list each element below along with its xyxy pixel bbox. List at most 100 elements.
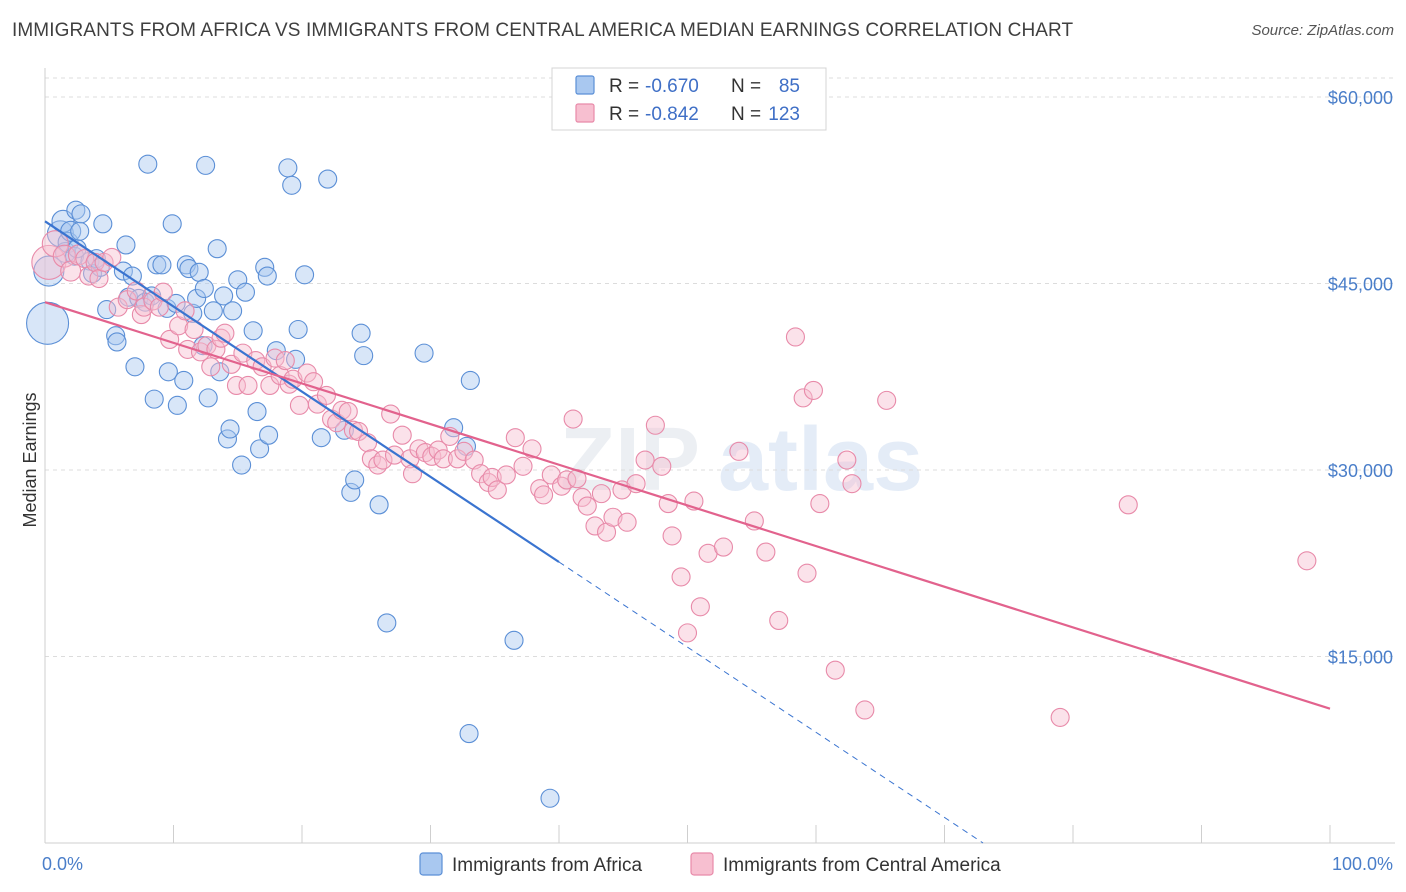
point-africa-70	[318, 169, 338, 189]
point-africa-57	[243, 321, 263, 341]
point-africa-44	[194, 278, 214, 299]
point-africa-45	[196, 155, 216, 175]
point-central-america-73	[482, 467, 502, 488]
point-africa-68	[295, 265, 315, 285]
series-legend-label-africa[interactable]: Immigrants from Africa	[452, 855, 642, 876]
point-central-america-103	[690, 597, 710, 617]
point-africa-33	[158, 362, 178, 382]
point-africa-62	[259, 425, 279, 445]
point-africa-21	[116, 235, 136, 255]
point-africa-18	[106, 326, 126, 346]
point-central-america-119	[877, 390, 897, 410]
point-central-america-91	[603, 507, 623, 527]
point-central-america-95	[635, 450, 655, 470]
point-central-america-93	[617, 512, 637, 532]
point-central-america-78	[522, 439, 542, 459]
point-central-america-108	[756, 542, 776, 562]
point-africa-64	[278, 158, 298, 178]
point-central-america-98	[658, 494, 678, 514]
point-africa-83	[540, 788, 560, 808]
point-central-america-10	[102, 247, 122, 267]
point-africa-34	[162, 214, 182, 234]
point-central-america-61	[402, 464, 423, 484]
trend-line-central-america	[44, 301, 1331, 710]
point-central-america-96	[645, 415, 665, 435]
point-central-america-99	[662, 526, 682, 546]
legend-swatch-central-america	[575, 103, 595, 123]
point-africa-46	[198, 388, 218, 408]
point-africa-10	[66, 200, 86, 220]
legend-n-value-central-america: 123	[768, 104, 800, 125]
point-africa-67	[288, 319, 308, 340]
chart-source: Source: ZipAtlas.com	[1251, 22, 1394, 39]
point-central-america-68	[447, 449, 468, 469]
series-legend-swatch-africa[interactable]	[419, 852, 443, 876]
point-africa-73	[345, 470, 365, 490]
series-legend-label-central-america[interactable]: Immigrants from Central America	[723, 855, 1001, 876]
axes	[44, 68, 1395, 844]
point-africa-23	[122, 266, 142, 286]
point-central-america-75	[496, 465, 516, 485]
point-central-america-105	[713, 537, 734, 557]
series-legend-swatch-central-america[interactable]	[690, 852, 714, 876]
y-tick-label-0: $15,000	[1328, 648, 1393, 668]
point-central-america-1	[41, 230, 69, 258]
trend-line-africa	[44, 220, 560, 563]
point-africa-56	[235, 282, 256, 302]
point-central-america-66	[433, 449, 453, 469]
y-tick-label-1: $30,000	[1328, 461, 1393, 481]
legend-r-label-africa: R =	[609, 76, 639, 97]
point-central-america-87	[577, 496, 597, 516]
point-africa-30	[147, 255, 167, 275]
point-central-america-14	[131, 305, 151, 325]
point-africa-17	[97, 300, 117, 320]
point-africa-69	[311, 428, 331, 448]
point-central-america-36	[260, 375, 280, 396]
point-africa-37	[174, 370, 194, 391]
series-africa	[26, 154, 560, 808]
point-central-america-89	[591, 484, 611, 504]
point-central-america-113	[803, 380, 823, 400]
point-central-america-122	[1297, 551, 1317, 571]
point-africa-47	[203, 301, 223, 321]
point-central-america-26	[201, 357, 221, 377]
point-africa-81	[459, 724, 479, 744]
point-africa-80	[460, 370, 480, 391]
point-central-america-31	[226, 375, 247, 396]
point-central-america-33	[238, 375, 258, 396]
series-legend: Immigrants from Africa Immigrants from C…	[419, 852, 1001, 876]
point-africa-77	[377, 613, 397, 633]
point-central-america-59	[392, 425, 412, 445]
point-central-america-115	[837, 450, 857, 470]
point-africa-36	[167, 395, 187, 415]
point-africa-28	[138, 154, 158, 174]
point-central-america-121	[1118, 495, 1138, 515]
trend-line-extension-africa	[558, 561, 984, 844]
point-central-america-120	[1050, 707, 1070, 727]
correlation-legend: R = -0.670 N = 85 R = -0.842 N = 123	[551, 67, 827, 131]
point-central-america-56	[373, 450, 393, 470]
point-africa-39	[179, 259, 199, 279]
point-central-america-39	[275, 351, 295, 371]
legend-r-label-central-america: R =	[609, 104, 639, 125]
point-africa-42	[189, 262, 209, 282]
point-africa-59	[250, 439, 270, 459]
point-central-america-74	[487, 480, 507, 500]
point-central-america-42	[289, 395, 309, 415]
point-africa-9	[70, 221, 90, 241]
x-tick-label-min: 0.0%	[42, 854, 83, 874]
point-africa-24	[125, 357, 145, 377]
point-central-america-76	[505, 428, 525, 448]
point-central-america-118	[855, 700, 875, 720]
trend-lines	[44, 220, 1331, 844]
point-central-america-21	[175, 301, 195, 321]
point-africa-75	[354, 346, 374, 366]
point-central-america-97	[652, 456, 672, 476]
point-africa-48	[207, 239, 227, 259]
y-axis-label: Median Earnings	[20, 392, 40, 527]
point-central-america-109	[769, 610, 789, 630]
point-central-america-101	[677, 623, 698, 643]
point-africa-74	[351, 323, 371, 343]
point-central-america-114	[810, 494, 830, 514]
